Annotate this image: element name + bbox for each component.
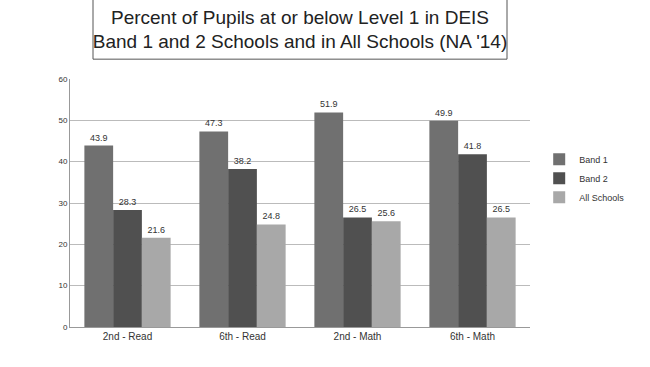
svg-text:47.3: 47.3 xyxy=(205,118,223,128)
svg-text:6th - Math: 6th - Math xyxy=(450,331,495,342)
svg-text:24.8: 24.8 xyxy=(262,211,280,221)
svg-text:28.3: 28.3 xyxy=(119,197,137,207)
svg-text:50: 50 xyxy=(58,116,67,125)
svg-text:6th - Read: 6th - Read xyxy=(219,331,266,342)
svg-text:51.9: 51.9 xyxy=(320,99,338,109)
svg-text:41.8: 41.8 xyxy=(464,141,482,151)
svg-text:49.9: 49.9 xyxy=(435,108,453,118)
svg-text:0: 0 xyxy=(63,323,68,332)
svg-text:Band 1: Band 1 xyxy=(579,155,608,165)
svg-text:21.6: 21.6 xyxy=(147,225,165,235)
svg-text:All Schools: All Schools xyxy=(579,193,624,203)
svg-text:60: 60 xyxy=(58,75,67,84)
svg-text:2nd - Math: 2nd - Math xyxy=(334,331,382,342)
svg-text:40: 40 xyxy=(58,157,67,166)
svg-text:25.6: 25.6 xyxy=(377,208,395,218)
svg-text:26.5: 26.5 xyxy=(349,204,367,214)
svg-text:Band 2: Band 2 xyxy=(579,174,608,184)
svg-text:20: 20 xyxy=(58,240,67,249)
svg-text:43.9: 43.9 xyxy=(90,133,108,143)
svg-text:2nd - Read: 2nd - Read xyxy=(103,331,152,342)
svg-text:26.5: 26.5 xyxy=(492,204,510,214)
svg-text:30: 30 xyxy=(58,199,67,208)
svg-text:38.2: 38.2 xyxy=(234,156,252,166)
svg-text:Percent of Pupils at or below: Percent of Pupils at or below Level 1 in… xyxy=(93,7,508,53)
svg-text:10: 10 xyxy=(58,281,67,290)
